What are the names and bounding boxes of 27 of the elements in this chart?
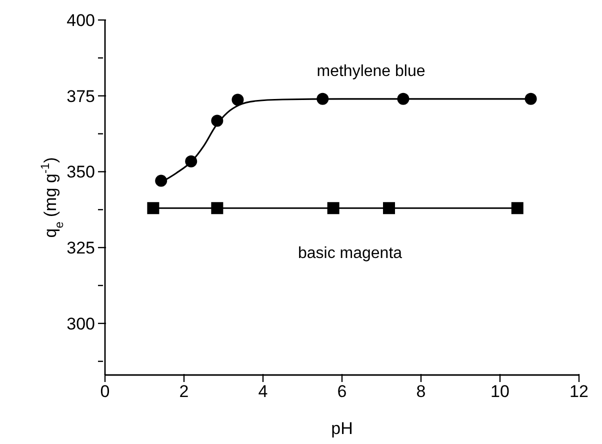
y-tick-label: 300 — [66, 314, 95, 334]
point — [211, 114, 224, 127]
x-tick-label: 8 — [416, 382, 426, 401]
x-tick-label: 12 — [570, 382, 588, 401]
point — [397, 92, 410, 105]
point — [147, 202, 160, 214]
x-tick-label: 6 — [337, 382, 347, 401]
y-tick-label: 400 — [66, 10, 95, 30]
y-tick-label: 350 — [66, 162, 95, 182]
y-tick-label: 375 — [66, 86, 95, 106]
annotation: basic magenta — [298, 245, 402, 263]
point — [511, 202, 524, 214]
point — [232, 94, 244, 106]
x-tick-label: 4 — [258, 382, 268, 401]
point — [316, 92, 329, 105]
annotation: methylene blue — [316, 63, 426, 81]
point — [155, 174, 168, 187]
x-tick-label: 2 — [179, 382, 189, 401]
point — [524, 92, 537, 105]
point — [327, 202, 340, 214]
x-tick-label: 0 — [100, 382, 110, 401]
y-tick-label: 325 — [66, 238, 95, 258]
point — [211, 202, 224, 214]
x-axis-title: pH — [331, 419, 353, 438]
point — [383, 202, 396, 214]
x-tick-label: 10 — [490, 382, 510, 401]
point — [185, 155, 198, 168]
